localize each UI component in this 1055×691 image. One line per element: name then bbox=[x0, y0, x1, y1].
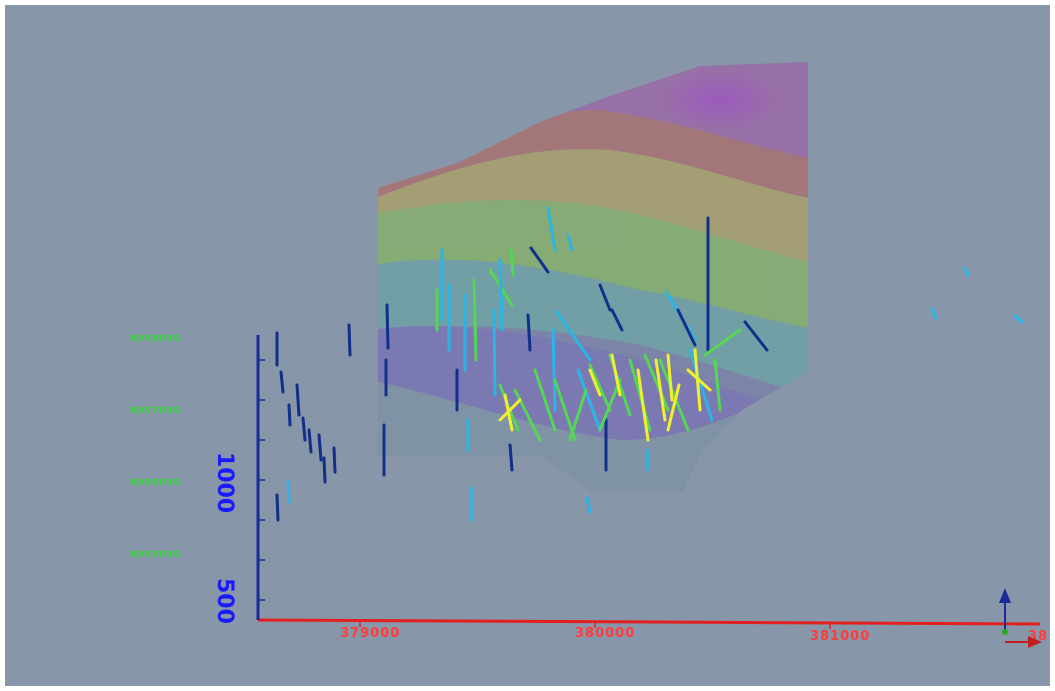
drill-hole bbox=[494, 310, 495, 395]
drill-hole bbox=[281, 372, 283, 392]
drill-hole bbox=[387, 305, 388, 348]
drill-hole bbox=[289, 405, 290, 425]
x-label: 381000 bbox=[810, 629, 870, 644]
y-label: 6955000 bbox=[130, 550, 181, 560]
drill-hole bbox=[297, 385, 299, 415]
drill-hole bbox=[288, 482, 289, 502]
z-label: 1000 bbox=[212, 452, 237, 513]
y-label: 6958000 bbox=[130, 334, 181, 344]
viewport: 379000 380000 381000 38 500 1000 6958000… bbox=[0, 0, 1055, 691]
drill-hole bbox=[309, 430, 311, 452]
drill-hole bbox=[334, 448, 335, 472]
drill-hole bbox=[277, 495, 278, 520]
drill-hole bbox=[324, 458, 325, 482]
drill-hole bbox=[474, 280, 476, 360]
drill-hole bbox=[528, 315, 530, 350]
x-label: 380000 bbox=[575, 626, 635, 641]
drill-hole bbox=[553, 330, 555, 410]
drill-hole bbox=[500, 260, 502, 330]
z-label: 500 bbox=[212, 578, 237, 624]
x-label: 379000 bbox=[340, 626, 400, 641]
y-label: 6957000 bbox=[130, 406, 181, 416]
drill-hole bbox=[319, 435, 321, 460]
drill-hole bbox=[511, 250, 513, 275]
y-label: 6956000 bbox=[130, 478, 181, 488]
drill-hole bbox=[303, 418, 305, 440]
drill-hole bbox=[349, 325, 350, 355]
drill-hole bbox=[510, 445, 512, 470]
